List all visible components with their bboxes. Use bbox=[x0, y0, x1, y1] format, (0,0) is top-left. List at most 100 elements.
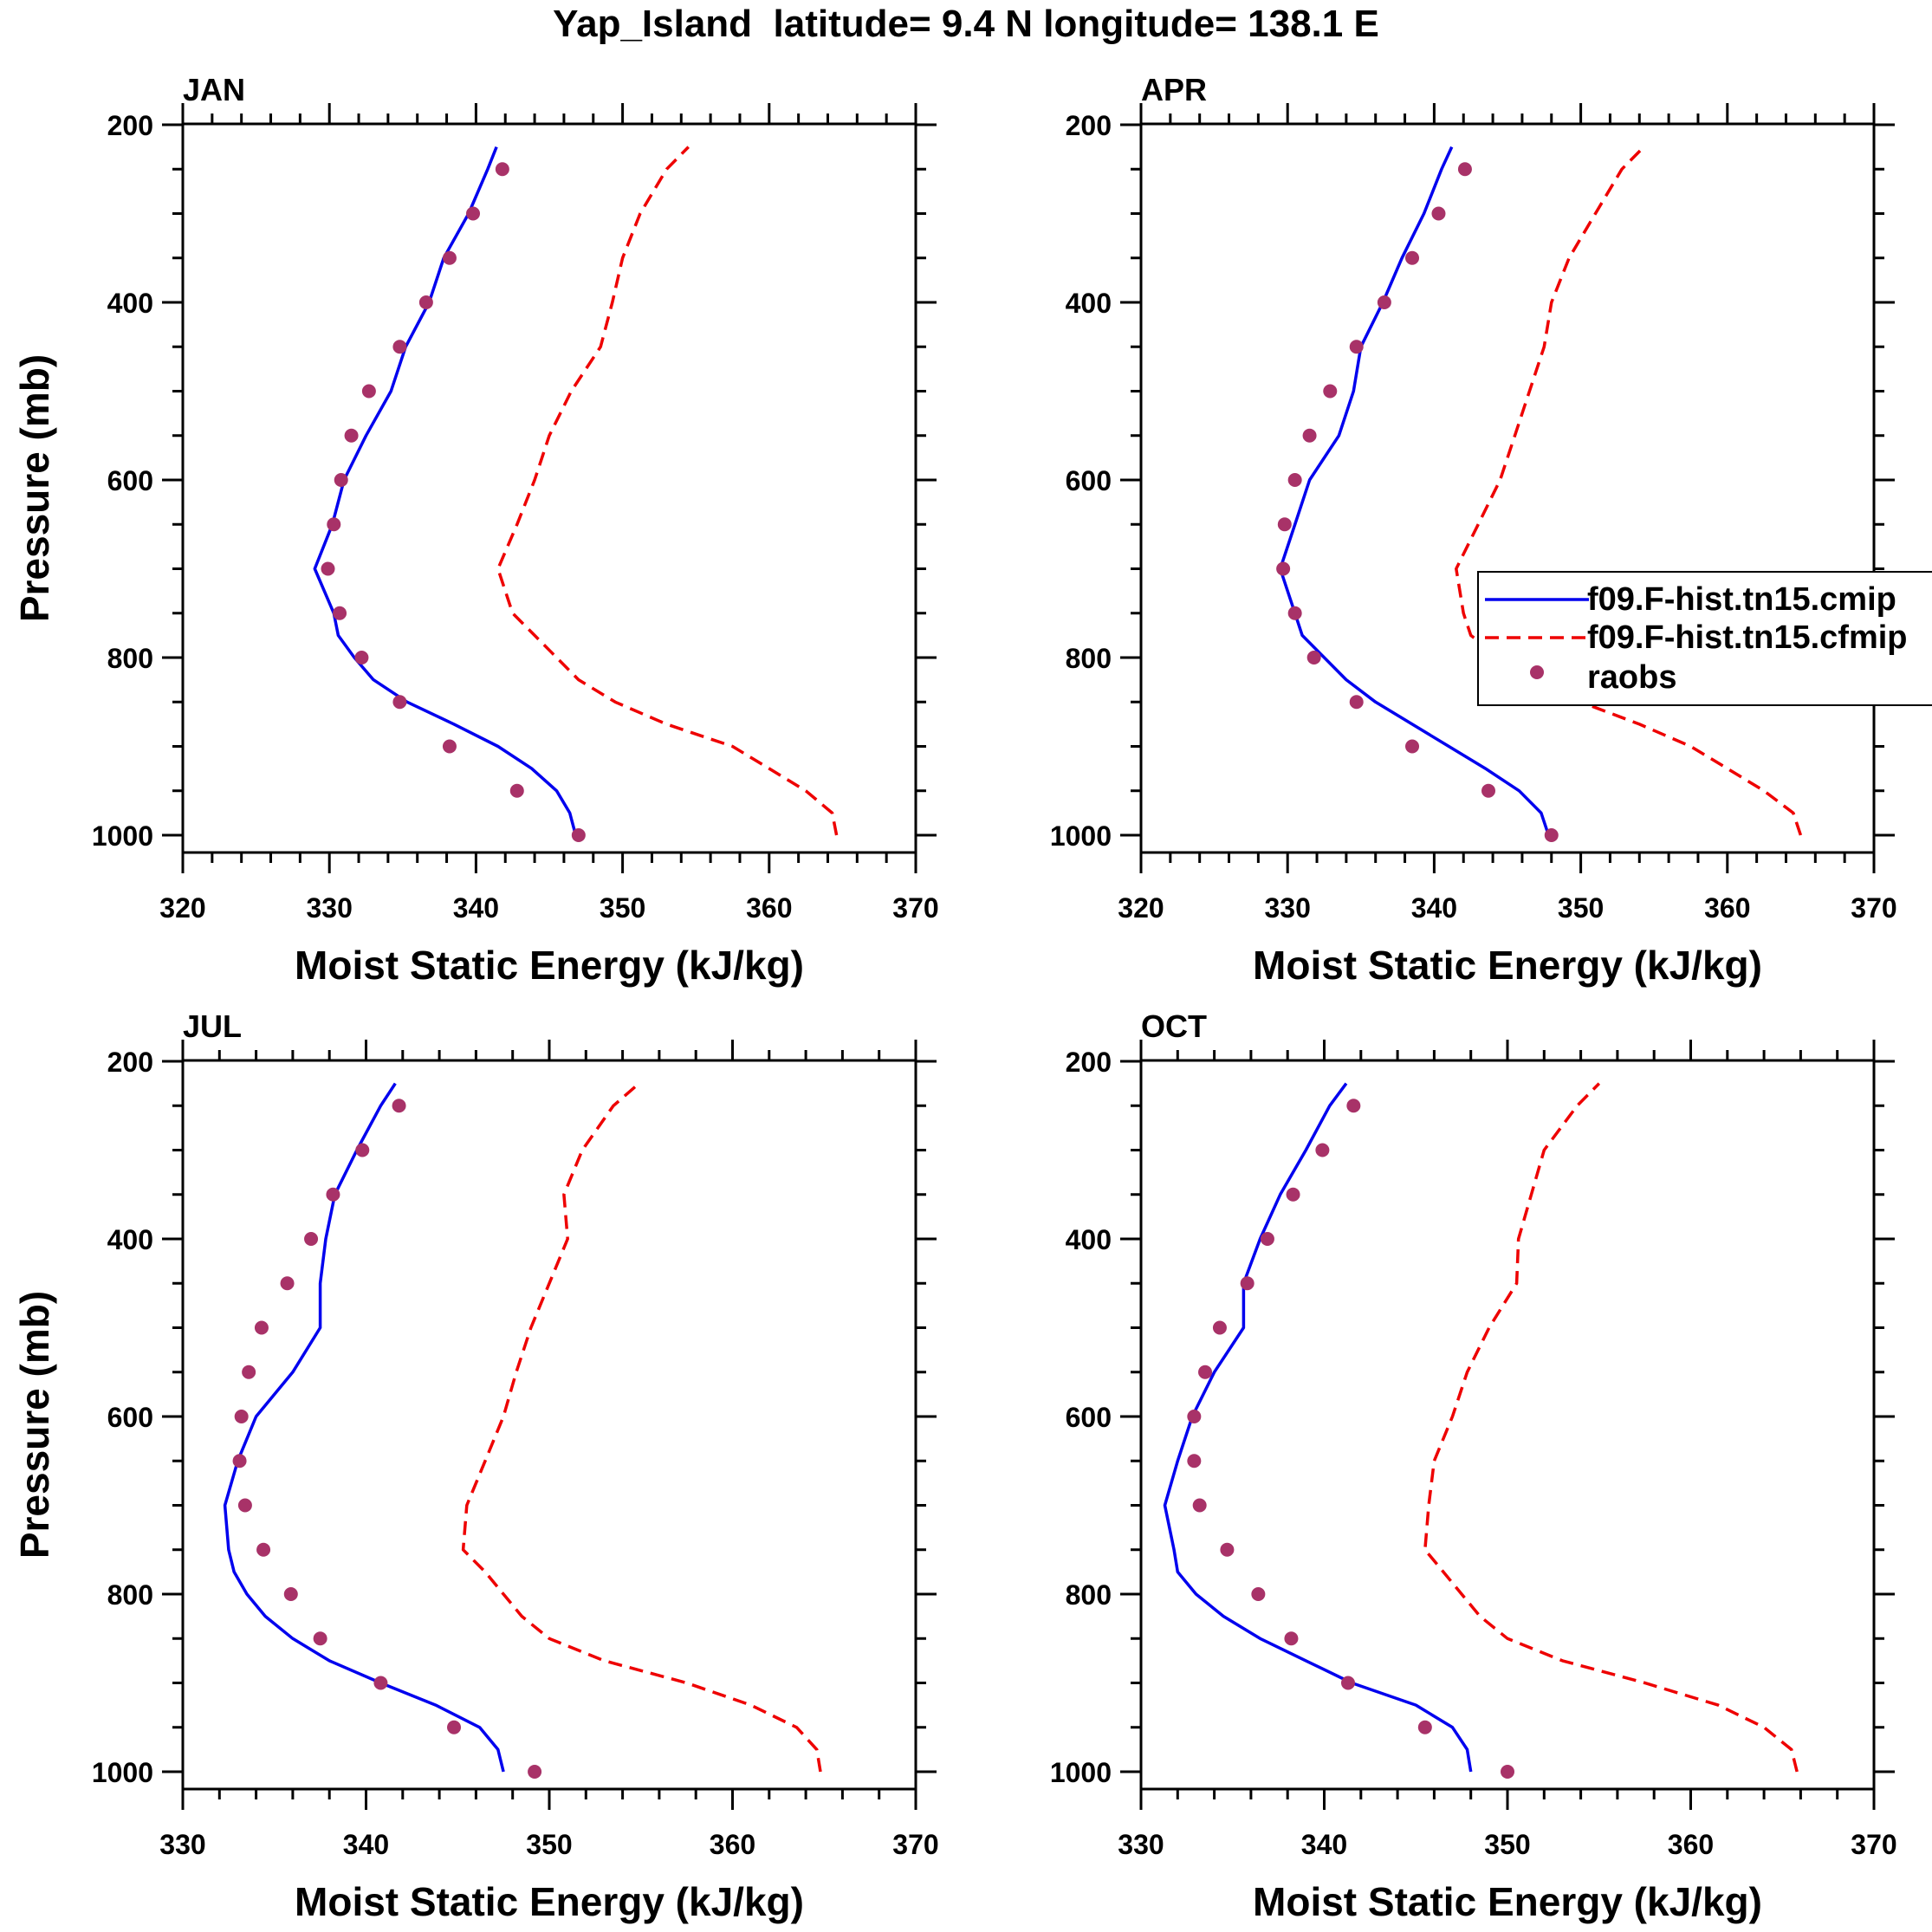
panel-jul: 200 400 600 800 1000 330 340 350 360 370 JUL Moist … bbox=[12, 1008, 939, 1924]
y-tick-label: 800 bbox=[107, 643, 153, 674]
raobs-point bbox=[256, 1542, 271, 1557]
raobs-point bbox=[1346, 1099, 1361, 1113]
raobs-point bbox=[466, 206, 481, 221]
y-tick-label: 800 bbox=[1066, 1579, 1112, 1611]
raobs-point bbox=[447, 1720, 462, 1734]
panel-title: APR bbox=[1141, 72, 1207, 107]
x-tick-label: 360 bbox=[746, 892, 792, 924]
y-tick-label: 800 bbox=[1066, 643, 1112, 674]
raobs-point bbox=[495, 162, 509, 177]
raobs-point bbox=[1277, 517, 1292, 532]
raobs-point bbox=[373, 1676, 388, 1690]
raobs-point bbox=[1377, 295, 1391, 309]
raobs-point bbox=[333, 606, 347, 620]
y-tick-label: 1000 bbox=[92, 1757, 153, 1788]
plot-frame bbox=[181, 1059, 917, 1791]
y-tick-label: 200 bbox=[107, 110, 153, 141]
raobs-point bbox=[1417, 1720, 1432, 1734]
y-tick-label: 600 bbox=[1066, 1402, 1112, 1433]
raobs-point bbox=[1501, 1765, 1514, 1779]
x-tick-label: 370 bbox=[1851, 892, 1896, 924]
raobs-point bbox=[242, 1365, 256, 1379]
x-tick-label: 340 bbox=[1301, 1829, 1347, 1860]
raobs-point bbox=[326, 1187, 340, 1202]
raobs-point bbox=[1198, 1365, 1213, 1379]
raobs-point bbox=[1349, 340, 1364, 354]
raobs-point bbox=[237, 1498, 252, 1513]
legend: f09.F-hist.tn15.cmipf09.F-hist.tn15.cfmi… bbox=[1477, 571, 1932, 706]
raobs-point bbox=[280, 1276, 295, 1291]
raobs-point bbox=[1240, 1276, 1255, 1291]
x-tick-label: 340 bbox=[343, 1829, 389, 1860]
cfmip-line bbox=[496, 146, 839, 836]
y-tick-label: 400 bbox=[1066, 1224, 1112, 1255]
raobs-point bbox=[1276, 561, 1291, 576]
panel-title: OCT bbox=[1141, 1008, 1207, 1044]
raobs-point bbox=[1212, 1320, 1227, 1335]
y-tick-label: 1000 bbox=[1050, 820, 1112, 852]
y-tick-label: 400 bbox=[107, 288, 153, 319]
plot-frame bbox=[1139, 122, 1876, 854]
raobs-point bbox=[442, 739, 457, 754]
y-tick-label: 400 bbox=[1066, 288, 1112, 319]
raobs-point bbox=[1187, 1410, 1202, 1423]
y-tick-label: 800 bbox=[107, 1579, 153, 1611]
raobs-point bbox=[1284, 1631, 1299, 1646]
y-tick-label: 200 bbox=[1066, 110, 1112, 141]
raobs-point bbox=[1544, 828, 1559, 842]
y-tick-label: 600 bbox=[107, 465, 153, 496]
x-tick-label: 360 bbox=[1704, 892, 1750, 924]
raobs-point bbox=[528, 1765, 542, 1779]
x-axis-label: Moist Static Energy (kJ/kg) bbox=[295, 1879, 804, 1924]
panel-title: JAN bbox=[183, 72, 245, 107]
raobs-point bbox=[1302, 428, 1317, 443]
plot-frame bbox=[181, 122, 917, 854]
raobs-point bbox=[442, 250, 457, 265]
legend-label: raobs bbox=[1587, 659, 1676, 696]
x-tick-label: 350 bbox=[1484, 1829, 1530, 1860]
figure-title: Yap_Island latitude= 9.4 N longitude= 13… bbox=[553, 3, 1379, 45]
raobs-point bbox=[234, 1410, 249, 1423]
raobs-point bbox=[1405, 739, 1420, 754]
raobs-point bbox=[1287, 606, 1302, 620]
raobs-point bbox=[1315, 1143, 1330, 1157]
raobs-point bbox=[254, 1320, 269, 1335]
x-axis-label: Moist Static Energy (kJ/kg) bbox=[1253, 943, 1762, 988]
plot-frame bbox=[1139, 1059, 1876, 1791]
raobs-point bbox=[327, 517, 341, 532]
x-axis-label: Moist Static Energy (kJ/kg) bbox=[295, 943, 804, 988]
raobs-point bbox=[1481, 783, 1496, 798]
x-tick-label: 330 bbox=[159, 1829, 205, 1860]
raobs-point bbox=[304, 1232, 319, 1246]
x-tick-label: 330 bbox=[307, 892, 353, 924]
raobs-point bbox=[1187, 1454, 1202, 1468]
raobs-point bbox=[1323, 384, 1338, 399]
raobs-point bbox=[334, 473, 348, 487]
raobs-point bbox=[1405, 250, 1420, 265]
cmip-line bbox=[1278, 146, 1551, 836]
raobs-point bbox=[232, 1454, 247, 1468]
x-tick-label: 330 bbox=[1118, 1829, 1164, 1860]
panel-jan: 200 400 600 800 1000 320 330 340 350 360 370 JAN Moi… bbox=[12, 72, 939, 988]
raobs-point bbox=[283, 1587, 298, 1601]
x-tick-label: 370 bbox=[892, 892, 938, 924]
cfmip-line bbox=[461, 1082, 822, 1773]
x-tick-label: 360 bbox=[710, 1829, 755, 1860]
raobs-point bbox=[344, 428, 359, 443]
x-tick-label: 340 bbox=[453, 892, 499, 924]
raobs-point bbox=[392, 340, 407, 354]
panel-apr: 200 400 600 800 1000 320 330 340 350 360 370 APR Moi… bbox=[1050, 72, 1897, 988]
cmip-line bbox=[1163, 1082, 1473, 1773]
y-axis-label: Pressure (mb) bbox=[12, 1291, 57, 1559]
panel-oct: 200 400 600 800 1000 330 340 350 360 370 OCT Moist … bbox=[1050, 1008, 1897, 1924]
y-tick-label: 200 bbox=[1066, 1047, 1112, 1078]
raobs-point bbox=[1260, 1232, 1274, 1246]
y-tick-label: 1000 bbox=[92, 820, 153, 852]
raobs-point bbox=[571, 828, 586, 842]
x-tick-label: 350 bbox=[1558, 892, 1604, 924]
cmip-line bbox=[223, 1082, 505, 1773]
legend-swatch-raobs bbox=[1530, 665, 1544, 679]
cfmip-line bbox=[1423, 1082, 1799, 1773]
raobs-point bbox=[313, 1631, 327, 1646]
